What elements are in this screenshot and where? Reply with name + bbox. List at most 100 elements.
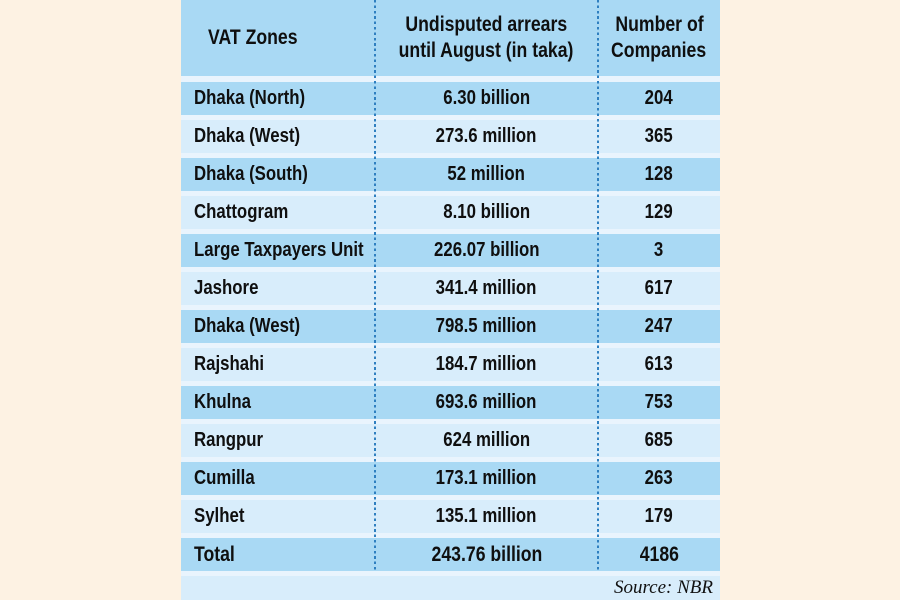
header-vat-zones-text: VAT Zones — [208, 26, 298, 49]
table-row: Dhaka (West) 798.5 million 247 — [181, 310, 720, 343]
table-row: Cumilla 173.1 million 263 — [181, 462, 720, 495]
header-arrears: Undisputed arrears until August (in taka… — [375, 12, 598, 64]
cell-arrears-text: 798.5 million — [436, 315, 537, 337]
table-row: Sylhet 135.1 million 179 — [181, 500, 720, 533]
cell-total-companies-text: 4186 — [639, 542, 679, 566]
header-companies-line2: Companies — [611, 39, 707, 62]
cell-total-companies: 4186 — [598, 543, 720, 567]
cell-total-label-text: Total — [194, 542, 235, 566]
table-row: Dhaka (South) 52 million 128 — [181, 158, 720, 191]
cell-zone-text: Khulna — [194, 391, 251, 413]
cell-companies-text: 617 — [644, 277, 674, 299]
table-row: Jashore 341.4 million 617 — [181, 272, 720, 305]
table-total-row: Total 243.76 billion 4186 — [181, 538, 720, 571]
cell-arrears-text: 6.30 billion — [443, 87, 530, 109]
cell-zone-text: Jashore — [194, 277, 259, 299]
cell-zone-text: Dhaka (North) — [194, 87, 306, 109]
cell-companies: 685 — [598, 429, 720, 452]
cell-companies-text: 263 — [644, 467, 674, 489]
cell-zone: Jashore — [181, 277, 375, 300]
cell-zone: Rangpur — [181, 429, 375, 452]
cell-zone-text: Dhaka (South) — [194, 163, 308, 185]
cell-companies-text: 753 — [644, 391, 674, 413]
cell-companies-text: 204 — [644, 87, 674, 109]
cell-companies: 753 — [598, 391, 720, 414]
cell-companies-text: 3 — [654, 239, 664, 261]
cell-companies: 179 — [598, 505, 720, 528]
table-row: Rangpur 624 million 685 — [181, 424, 720, 457]
cell-companies-text: 247 — [644, 315, 674, 337]
cell-arrears-text: 184.7 million — [436, 353, 537, 375]
cell-companies: 613 — [598, 353, 720, 376]
header-companies: Number of Companies — [598, 12, 720, 64]
cell-zone: Dhaka (North) — [181, 87, 375, 110]
cell-zone-text: Rajshahi — [194, 353, 265, 375]
cell-arrears-text: 226.07 billion — [433, 239, 540, 261]
cell-zone-text: Chattogram — [194, 201, 289, 223]
cell-arrears: 798.5 million — [375, 315, 598, 338]
table-row: Rajshahi 184.7 million 613 — [181, 348, 720, 381]
cell-zone-text: Sylhet — [194, 505, 245, 527]
cell-zone: Dhaka (West) — [181, 125, 375, 148]
cell-arrears-text: 341.4 million — [436, 277, 537, 299]
cell-companies: 3 — [598, 239, 720, 262]
cell-arrears-text: 693.6 million — [436, 391, 537, 413]
cell-arrears: 273.6 million — [375, 125, 598, 148]
cell-zone: Khulna — [181, 391, 375, 414]
cell-arrears-text: 135.1 million — [436, 505, 537, 527]
table-row: Khulna 693.6 million 753 — [181, 386, 720, 419]
cell-companies: 617 — [598, 277, 720, 300]
cell-total-arrears: 243.76 billion — [375, 543, 598, 567]
table-row: Dhaka (North) 6.30 billion 204 — [181, 82, 720, 115]
cell-zone: Rajshahi — [181, 353, 375, 376]
column-divider-1 — [374, 0, 376, 571]
cell-arrears-text: 273.6 million — [436, 125, 537, 147]
cell-zone: Cumilla — [181, 467, 375, 490]
cell-companies: 247 — [598, 315, 720, 338]
cell-zone: Chattogram — [181, 201, 375, 224]
cell-arrears: 52 million — [375, 163, 598, 186]
cell-zone-text: Rangpur — [194, 429, 264, 451]
column-divider-2 — [597, 0, 599, 571]
cell-zone-text: Large Taxpayers Unit — [194, 239, 364, 261]
table-row: Chattogram 8.10 billion 129 — [181, 196, 720, 229]
cell-arrears: 173.1 million — [375, 467, 598, 490]
cell-zone: Large Taxpayers Unit — [181, 239, 375, 262]
vat-arrears-table: VAT Zones Undisputed arrears until Augus… — [181, 0, 720, 600]
header-arrears-line1: Undisputed arrears — [405, 13, 568, 36]
cell-companies: 129 — [598, 201, 720, 224]
header-vat-zones: VAT Zones — [181, 26, 375, 50]
cell-arrears: 341.4 million — [375, 277, 598, 300]
cell-arrears: 693.6 million — [375, 391, 598, 414]
cell-arrears: 624 million — [375, 429, 598, 452]
cell-zone-text: Dhaka (West) — [194, 125, 301, 147]
cell-arrears: 8.10 billion — [375, 201, 598, 224]
cell-companies: 263 — [598, 467, 720, 490]
cell-arrears: 6.30 billion — [375, 87, 598, 110]
cell-arrears: 226.07 billion — [375, 239, 598, 262]
source-note: Source: NBR — [181, 576, 720, 600]
table-header-row: VAT Zones Undisputed arrears until Augus… — [181, 0, 720, 76]
table-row: Large Taxpayers Unit 226.07 billion 3 — [181, 234, 720, 267]
cell-arrears: 135.1 million — [375, 505, 598, 528]
cell-companies: 204 — [598, 87, 720, 110]
cell-companies-text: 365 — [644, 125, 674, 147]
cell-zone-text: Dhaka (West) — [194, 315, 301, 337]
cell-companies: 365 — [598, 125, 720, 148]
cell-companies: 128 — [598, 163, 720, 186]
cell-total-arrears-text: 243.76 billion — [431, 542, 542, 566]
cell-arrears: 184.7 million — [375, 353, 598, 376]
cell-companies-text: 685 — [644, 429, 674, 451]
cell-zone-text: Cumilla — [194, 467, 255, 489]
cell-zone: Dhaka (West) — [181, 315, 375, 338]
cell-companies-text: 179 — [644, 505, 674, 527]
cell-zone: Dhaka (South) — [181, 163, 375, 186]
header-companies-line1: Number of — [614, 13, 704, 36]
cell-companies-text: 128 — [644, 163, 674, 185]
cell-total-label: Total — [181, 543, 375, 567]
cell-zone: Sylhet — [181, 505, 375, 528]
cell-companies-text: 613 — [644, 353, 674, 375]
cell-arrears-text: 624 million — [443, 429, 530, 451]
cell-arrears-text: 8.10 billion — [443, 201, 530, 223]
cell-arrears-text: 173.1 million — [436, 467, 537, 489]
